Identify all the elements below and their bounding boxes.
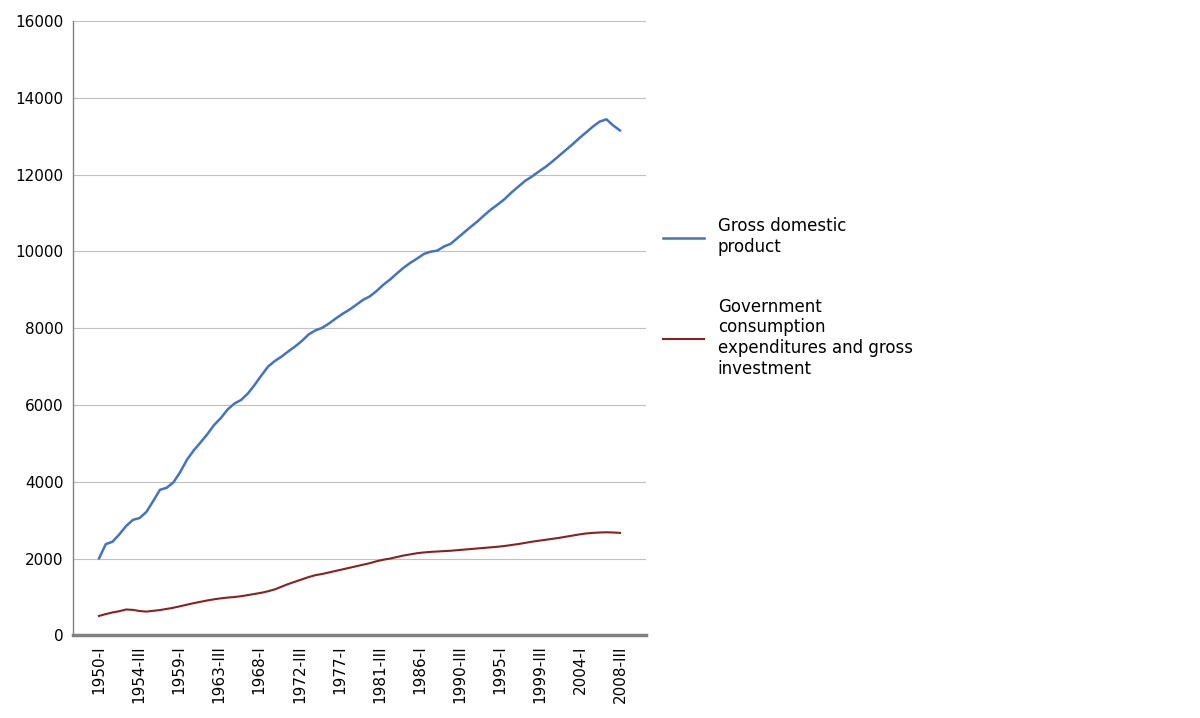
Gross domestic
product — [92, 554, 107, 563]
Government
consumption
expenditures and gross
investment — [613, 528, 628, 537]
Line: Government
consumption
expenditures and gross
investment: Government consumption expenditures and … — [100, 532, 620, 616]
Government
consumption
expenditures and gross
investment — [355, 561, 370, 569]
Legend: Gross domestic
product, Government
consumption
expenditures and gross
investment: Gross domestic product, Government consu… — [654, 209, 922, 386]
Line: Gross domestic
product: Gross domestic product — [100, 119, 620, 559]
Government
consumption
expenditures and gross
investment — [260, 587, 275, 595]
Gross domestic
product — [355, 296, 370, 304]
Government
consumption
expenditures and gross
investment — [599, 528, 613, 536]
Government
consumption
expenditures and gross
investment — [316, 569, 330, 578]
Government
consumption
expenditures and gross
investment — [180, 600, 194, 609]
Gross domestic
product — [464, 222, 479, 230]
Government
consumption
expenditures and gross
investment — [126, 605, 140, 614]
Gross domestic
product — [126, 516, 140, 524]
Gross domestic
product — [613, 126, 628, 135]
Government
consumption
expenditures and gross
investment — [464, 545, 479, 554]
Gross domestic
product — [316, 324, 330, 332]
Gross domestic
product — [260, 362, 275, 370]
Government
consumption
expenditures and gross
investment — [92, 612, 107, 620]
Gross domestic
product — [180, 455, 194, 464]
Gross domestic
product — [599, 115, 613, 123]
